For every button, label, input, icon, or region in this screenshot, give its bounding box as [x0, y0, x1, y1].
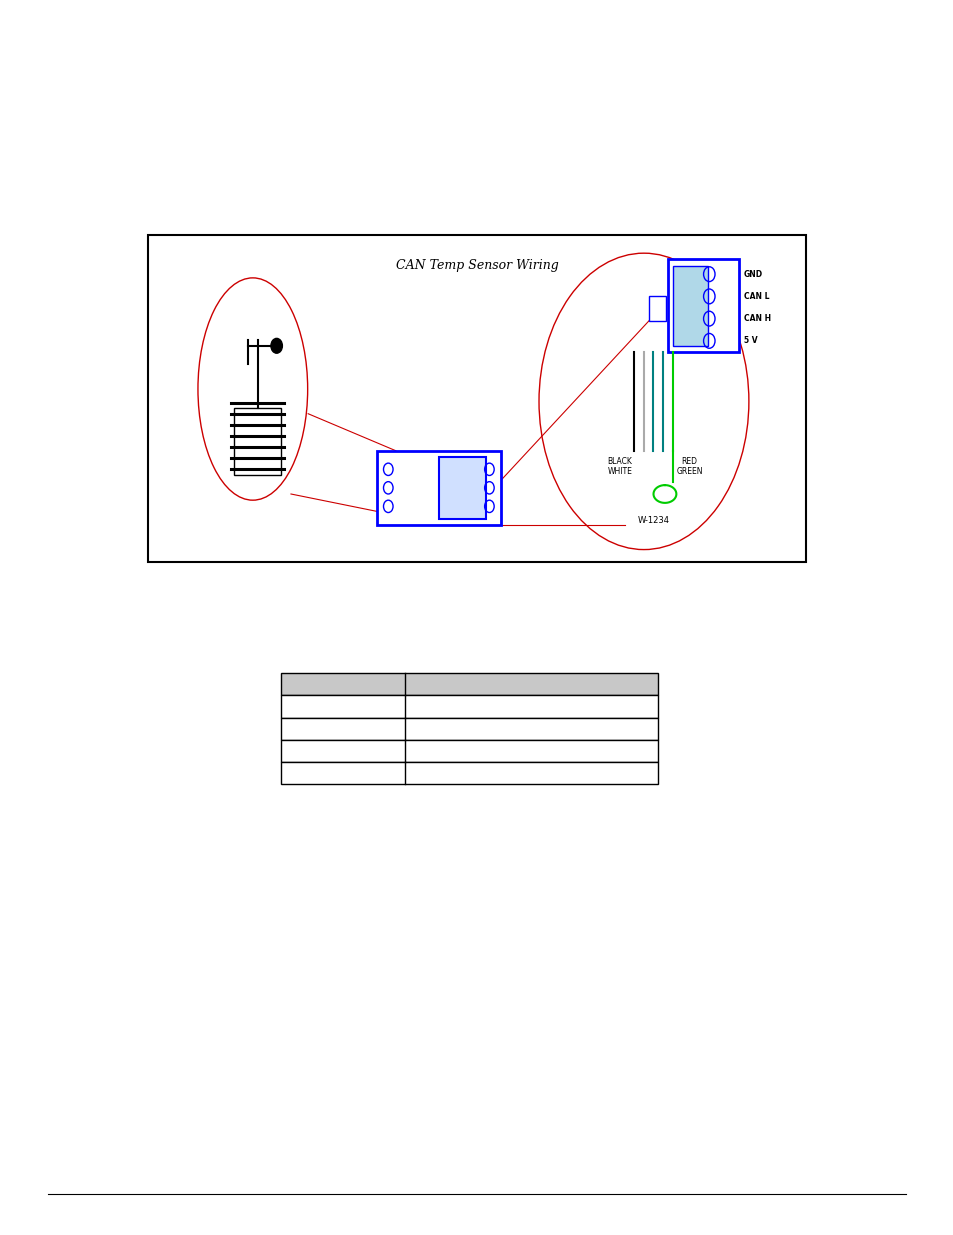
Bar: [376, 451, 500, 525]
Bar: [281, 673, 658, 695]
Ellipse shape: [538, 253, 748, 550]
Bar: [667, 259, 739, 352]
Text: 5 V: 5 V: [743, 336, 757, 346]
Bar: [672, 266, 707, 346]
Text: CAN Temp Sensor Wiring: CAN Temp Sensor Wiring: [395, 259, 558, 272]
Bar: [281, 695, 658, 718]
Bar: [648, 296, 665, 321]
Circle shape: [271, 338, 282, 353]
Text: GND: GND: [743, 269, 762, 279]
Bar: [233, 408, 281, 475]
Text: CAN H: CAN H: [743, 314, 770, 324]
Text: RED
GREEN: RED GREEN: [676, 457, 702, 477]
Ellipse shape: [197, 278, 307, 500]
Bar: [281, 740, 658, 762]
Bar: [281, 762, 658, 784]
Bar: [281, 718, 658, 740]
Text: W-1234: W-1234: [637, 516, 669, 525]
Text: BLACK
WHITE: BLACK WHITE: [607, 457, 632, 477]
Bar: [148, 235, 805, 562]
Text: CAN L: CAN L: [743, 291, 769, 301]
Bar: [438, 457, 485, 519]
